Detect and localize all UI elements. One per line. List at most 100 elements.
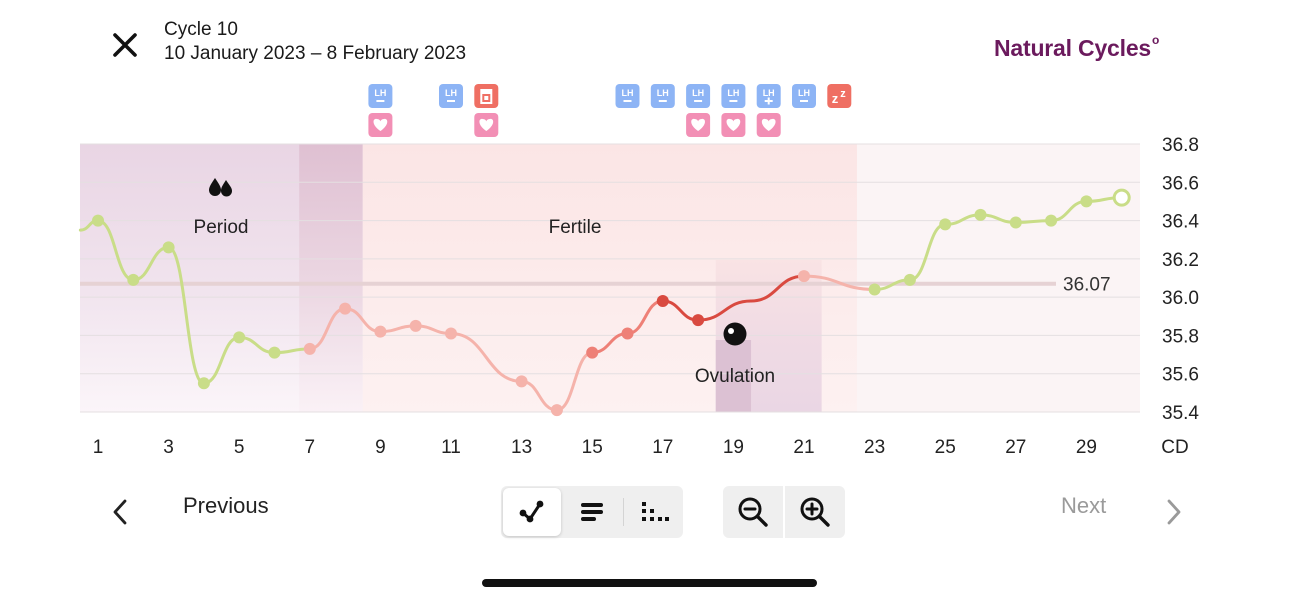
coverline-label: 36.07: [1063, 275, 1111, 296]
lh-label: LH: [763, 88, 775, 98]
temperature-point: [939, 218, 952, 231]
marker-badge: [650, 84, 675, 108]
lh-label: LH: [657, 88, 669, 98]
previous-button[interactable]: Previous: [183, 493, 269, 518]
x-tick-label: 13: [511, 437, 532, 458]
y-tick-label: 35.6: [1162, 365, 1199, 386]
lh-negative-icon: LH: [439, 84, 463, 108]
heart-icon: [368, 113, 393, 137]
next-button[interactable]: Next: [1061, 493, 1107, 518]
temperature-point: [903, 273, 916, 286]
list-view-icon: [581, 503, 603, 521]
temperature-line-segment: [749, 274, 806, 303]
temperature-point: [550, 404, 563, 417]
period-band-dark: [299, 144, 363, 412]
ovulation-dot-highlight: [728, 328, 734, 334]
temperature-point: [445, 327, 457, 340]
marker-badge: [792, 84, 816, 108]
marker-badge: [368, 84, 393, 108]
temperature-point: [1045, 214, 1058, 227]
sleep-z-large: z: [840, 88, 846, 100]
lh-negative-icon: LH: [792, 84, 816, 108]
y-tick-label: 36.6: [1162, 173, 1199, 194]
zoom-in-button[interactable]: [785, 486, 845, 538]
lh-label: LH: [374, 88, 386, 98]
month-view-button[interactable]: [625, 486, 683, 538]
previous-chevron-icon[interactable]: [108, 497, 132, 527]
graph-view-icon: [519, 500, 544, 523]
month-view-icon: [642, 502, 669, 521]
drops-icon: [209, 178, 232, 197]
x-tick-label: 25: [935, 437, 956, 458]
temperature-point: [1080, 195, 1093, 208]
home-indicator: [482, 579, 817, 587]
temperature-point: [197, 377, 210, 390]
temperature-line-segment: [696, 299, 753, 322]
heart-icon: [686, 113, 711, 137]
temperature-line-segment: [449, 332, 524, 383]
heart-shape: [726, 118, 741, 131]
x-tick-label: 19: [723, 437, 744, 458]
test-window: [484, 96, 489, 100]
heart-icon: [756, 113, 781, 137]
y-tick-label: 36.2: [1162, 250, 1199, 271]
heart-shape: [479, 118, 494, 131]
drop-shape-1: [209, 178, 221, 196]
marker-badge: [686, 84, 711, 108]
marker-badge: [615, 84, 640, 108]
x-tick-label: 9: [375, 437, 386, 458]
zoom-out-icon: [738, 497, 768, 527]
lh-label: LH: [692, 88, 704, 98]
temperature-line-segment: [802, 274, 877, 291]
temperature-point: [868, 283, 881, 296]
y-tick-label: 35.4: [1162, 403, 1199, 424]
temperature-point: [1009, 216, 1022, 229]
heart-icon: [721, 113, 746, 137]
lh-label: LH: [727, 88, 739, 98]
temperature-point: [92, 214, 104, 227]
lh-negative-icon: LH: [721, 84, 746, 108]
y-tick-label: 36.4: [1162, 212, 1199, 233]
segment-divider: [623, 498, 624, 526]
lh-negative-icon: LH: [368, 84, 393, 108]
temperature-point: [127, 273, 140, 286]
graph-view-button[interactable]: [503, 488, 561, 536]
temperature-point: [621, 327, 634, 340]
temperature-point: [268, 346, 281, 359]
marker-badge: [756, 84, 781, 108]
lh-positive-icon: LH: [756, 84, 781, 108]
zoom-out-button[interactable]: [723, 486, 783, 538]
zoom-controls: [723, 486, 845, 538]
heart-shape: [761, 118, 776, 131]
temperature-point: [692, 314, 705, 327]
heart-shape: [691, 118, 705, 131]
x-tick-label: 29: [1076, 437, 1097, 458]
temperature-line-segment: [167, 245, 206, 385]
test-cap: [480, 89, 493, 92]
cycle-title: Cycle 10: [164, 19, 238, 40]
x-tick-label: 3: [163, 437, 174, 458]
ovulation-dot-icon: [723, 322, 747, 346]
cycle-dates: 10 January 2023 – 8 February 2023: [164, 43, 467, 64]
temperature-chart[interactable]: Period Fertile Ovulation LH LH LH LH LH LH LH LH z…: [0, 0, 1299, 470]
temperature-point: [409, 319, 422, 332]
ovulation-label: Ovulation: [695, 366, 775, 387]
list-view-button[interactable]: [563, 486, 621, 538]
period-label: Period: [194, 217, 249, 238]
x-tick-label: 15: [582, 437, 603, 458]
temperature-point: [339, 302, 352, 315]
lh-label: LH: [445, 88, 457, 98]
heart-icon: [474, 113, 499, 137]
next-chevron-icon[interactable]: [1162, 497, 1186, 527]
y-tick-label: 36.8: [1162, 135, 1199, 156]
close-icon[interactable]: [108, 28, 142, 62]
temperature-point: [586, 346, 599, 359]
marker-badge: [827, 84, 852, 108]
brand-logo: Natural Cycleso: [994, 33, 1160, 61]
marker-badge: [439, 84, 463, 108]
x-tick-label: 7: [305, 437, 316, 458]
marker-badge: [721, 84, 746, 108]
temperature-point: [515, 375, 528, 388]
ovulation-band-dark: [715, 340, 752, 412]
